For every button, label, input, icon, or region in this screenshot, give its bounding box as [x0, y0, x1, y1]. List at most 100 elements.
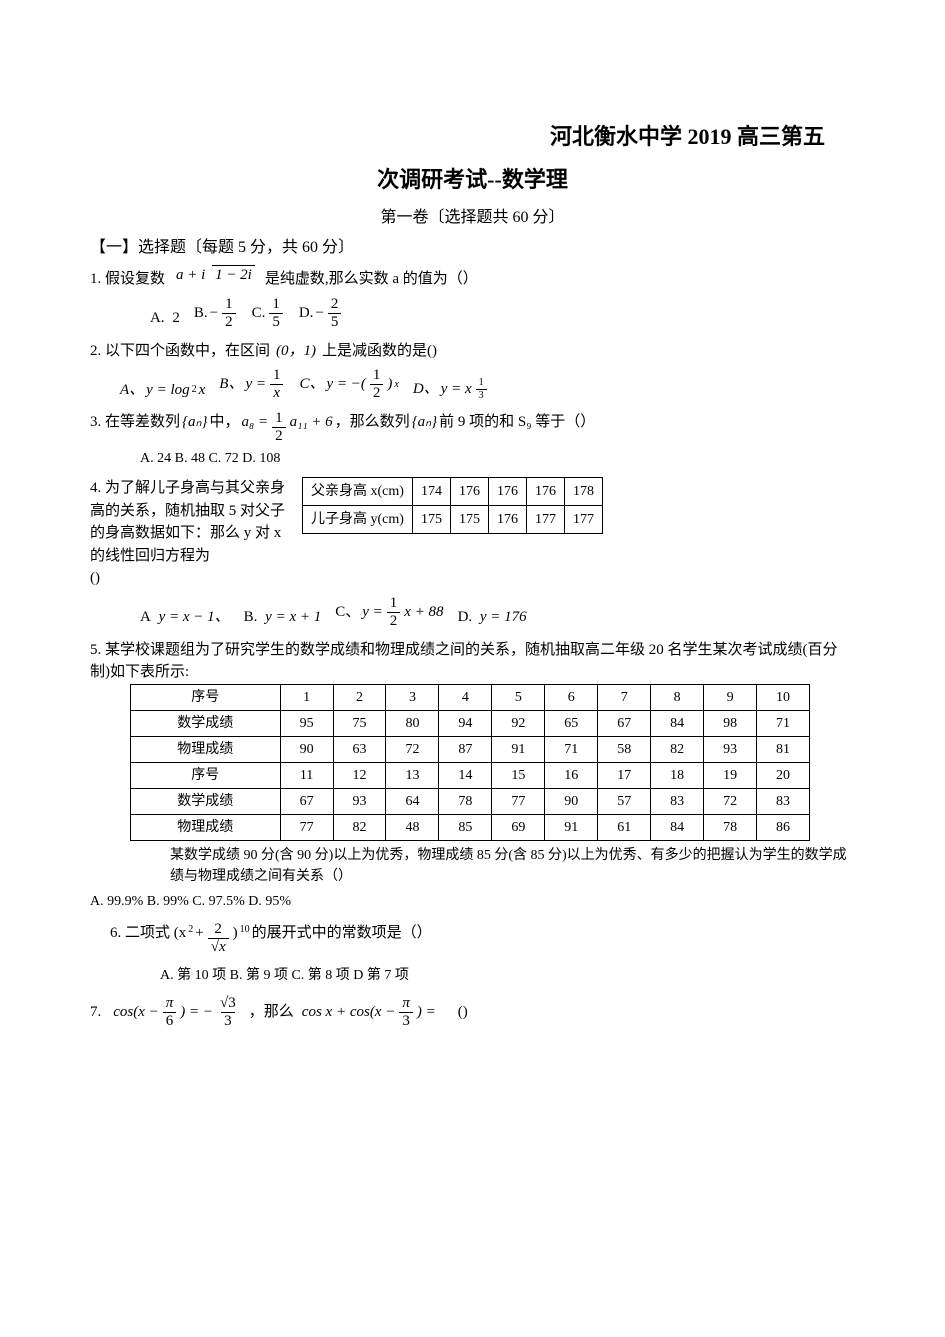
q1-A-val: 2: [172, 307, 180, 330]
table-cell: 177: [526, 506, 564, 534]
q1-frac-den: 1 − 2i: [212, 265, 255, 283]
table-cell: 6: [545, 684, 598, 710]
q2-options: A、 y = log2 x B、 y = 1x C、 y = −( 12 )x …: [120, 368, 855, 401]
q2-C-post: ): [387, 373, 392, 396]
q7-label: 7.: [90, 1001, 101, 1024]
q6-stem-a: 6. 二项式 (x: [110, 922, 186, 945]
table-cell: 78: [704, 814, 757, 840]
table-cell: 175: [412, 506, 450, 534]
table-cell: 87: [439, 736, 492, 762]
table-cell: 58: [598, 736, 651, 762]
table-cell: 67: [280, 788, 333, 814]
q6-stem-b: +: [195, 922, 203, 945]
q4-A: A: [140, 606, 151, 629]
table-cell: 174: [412, 478, 450, 506]
table-cell: 92: [492, 710, 545, 736]
q4-row1-header: 父亲身高 x(cm): [303, 478, 413, 506]
table-cell: 61: [598, 814, 651, 840]
table-cell: 176: [526, 478, 564, 506]
table-row: 物理成绩 90637287917158829381: [131, 736, 810, 762]
q2-D-num: 1: [476, 378, 487, 389]
q2-A: A、: [120, 379, 144, 402]
q1-C-den: 5: [269, 313, 283, 330]
q1-C-label: C.: [252, 302, 266, 325]
q1-B-den: 2: [222, 313, 236, 330]
subtitle: 第一卷〔选择题共 60 分〕: [90, 206, 855, 230]
q2-C: C、: [300, 373, 325, 396]
table-cell: 2: [333, 684, 386, 710]
q3-eq-l: a₈ =: [242, 411, 269, 434]
q2-A-var: x: [199, 379, 206, 402]
table-row: 数学成绩 67936478779057837283: [131, 788, 810, 814]
q4-B: B.: [244, 606, 258, 629]
title-line-2: 次调研考试--数学理: [90, 163, 855, 196]
table-cell: 84: [651, 710, 704, 736]
table-cell: 84: [651, 814, 704, 840]
table-cell: 15: [492, 762, 545, 788]
table-cell: 13: [386, 762, 439, 788]
q7-rhs1-den: 3: [221, 1012, 235, 1029]
q4-C-pre: y =: [362, 601, 383, 624]
table-cell: 80: [386, 710, 439, 736]
q1-D-den: 5: [328, 313, 342, 330]
q3-set2: {aₙ}: [412, 411, 437, 434]
table-cell: 20: [757, 762, 810, 788]
q1-B-label: B.: [194, 302, 208, 325]
q7-mid: ，那么: [249, 1001, 294, 1024]
q2-B-pre: y =: [245, 373, 266, 396]
q1-D-num: 2: [328, 297, 342, 313]
table-cell: 82: [333, 814, 386, 840]
table-cell: 95: [280, 710, 333, 736]
q1-B-num: 1: [222, 297, 236, 313]
table-cell: 93: [704, 736, 757, 762]
table-cell: 1: [280, 684, 333, 710]
table-cell: 83: [651, 788, 704, 814]
q6-sup1: 2: [188, 922, 193, 937]
question-1: 1. 假设复数 a + i 1 − 2i 是纯虚数,那么实数 a 的值为（） A…: [90, 268, 855, 330]
table-cell: 86: [757, 814, 810, 840]
q4-D-expr: y = 176: [480, 606, 527, 629]
table-cell: 178: [564, 478, 602, 506]
table-cell: 176: [488, 478, 526, 506]
table-cell: 78: [439, 788, 492, 814]
q3-eq-num: 1: [272, 411, 286, 427]
q6-num: 2: [211, 922, 225, 938]
table-cell: 9: [704, 684, 757, 710]
q3-stem-b: 中，: [210, 411, 240, 434]
question-3: 3. 在等差数列 {aₙ} 中， a₈ = 12 a₁₁ + 6 ，那么数列 {…: [90, 411, 855, 469]
q7-rhs1-num: √3: [217, 996, 239, 1012]
q4-text2: (): [90, 570, 100, 586]
q2-stem-a: 2. 以下四个函数中，在区间: [90, 340, 270, 363]
q2-C-sup: x: [394, 377, 398, 392]
table-row: 数学成绩 95758094926567849871: [131, 710, 810, 736]
table-row: 儿子身高 y(cm) 175 175 176 177 177: [303, 506, 603, 534]
table-cell: 5: [492, 684, 545, 710]
q3-eq-den: 2: [272, 427, 286, 444]
q5-h-math: 数学成绩: [131, 710, 281, 736]
table-cell: 11: [280, 762, 333, 788]
q1-stem-b: 是纯虚数,那么实数 a 的值为（）: [265, 268, 478, 291]
q1-options: A. 2 B. − 12 C. 15 D. − 25: [150, 297, 855, 330]
table-cell: 64: [386, 788, 439, 814]
q2-D: D、: [413, 378, 439, 401]
table-row: 序号 12345678910: [131, 684, 810, 710]
q4-C-num: 1: [387, 596, 401, 612]
table-cell: 77: [280, 814, 333, 840]
table-cell: 3: [386, 684, 439, 710]
table-cell: 18: [651, 762, 704, 788]
table-cell: 57: [598, 788, 651, 814]
table-cell: 72: [704, 788, 757, 814]
table-cell: 7: [598, 684, 651, 710]
table-cell: 98: [704, 710, 757, 736]
q4-table: 父亲身高 x(cm) 174 176 176 176 178 儿子身高 y(cm…: [302, 477, 603, 534]
table-cell: 177: [564, 506, 602, 534]
q2-A-sub: 2: [192, 382, 197, 397]
q5-stem2: 某数学成绩 90 分(含 90 分)以上为优秀，物理成绩 85 分(含 85 分…: [170, 845, 855, 887]
q6-options: A. 第 10 项 B. 第 9 项 C. 第 8 项 D 第 7 项: [160, 965, 855, 986]
table-cell: 16: [545, 762, 598, 788]
q5-table: 序号 12345678910 数学成绩 95758094926567849871…: [130, 684, 810, 841]
q4-D: D.: [458, 606, 473, 629]
q3-stem-a: 3. 在等差数列: [90, 411, 180, 434]
q4-C-den: 2: [387, 612, 401, 629]
q7-lhs-den: 6: [163, 1012, 177, 1029]
